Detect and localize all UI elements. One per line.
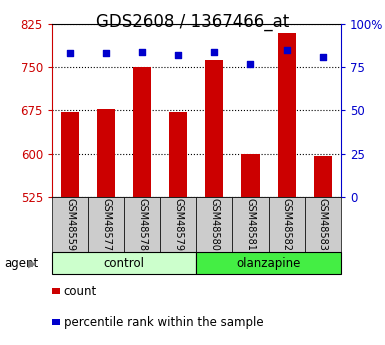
FancyBboxPatch shape — [305, 197, 341, 252]
FancyBboxPatch shape — [196, 197, 233, 252]
Text: percentile rank within the sample: percentile rank within the sample — [64, 316, 263, 329]
Text: GSM48559: GSM48559 — [65, 198, 75, 251]
FancyBboxPatch shape — [52, 252, 196, 274]
Point — [67, 51, 73, 56]
FancyBboxPatch shape — [269, 197, 305, 252]
Text: count: count — [64, 285, 97, 298]
Bar — [241, 154, 259, 197]
Bar — [278, 33, 296, 197]
Point — [211, 49, 218, 55]
Text: ▶: ▶ — [28, 258, 36, 268]
FancyBboxPatch shape — [52, 197, 88, 252]
Text: agent: agent — [4, 257, 38, 270]
Bar — [205, 60, 223, 197]
Text: GSM48577: GSM48577 — [101, 198, 111, 251]
Point — [248, 61, 254, 67]
Point — [175, 52, 181, 58]
Point — [320, 54, 326, 60]
Text: GSM48583: GSM48583 — [318, 198, 328, 251]
Bar — [133, 67, 151, 197]
FancyBboxPatch shape — [196, 252, 341, 274]
Bar — [314, 156, 332, 197]
Text: GSM48579: GSM48579 — [173, 198, 183, 251]
FancyBboxPatch shape — [160, 197, 196, 252]
Bar — [169, 112, 187, 197]
Text: olanzapine: olanzapine — [236, 257, 301, 269]
FancyBboxPatch shape — [88, 197, 124, 252]
FancyBboxPatch shape — [233, 197, 269, 252]
Text: GDS2608 / 1367466_at: GDS2608 / 1367466_at — [96, 13, 289, 31]
Text: GSM48578: GSM48578 — [137, 198, 147, 251]
Bar — [97, 109, 115, 197]
Text: GSM48582: GSM48582 — [281, 198, 291, 251]
Point — [283, 47, 290, 53]
Point — [103, 51, 109, 56]
Bar — [61, 112, 79, 197]
Text: control: control — [104, 257, 145, 269]
FancyBboxPatch shape — [124, 197, 160, 252]
Point — [139, 49, 145, 55]
Text: GSM48581: GSM48581 — [246, 198, 256, 251]
Text: GSM48580: GSM48580 — [209, 198, 219, 251]
